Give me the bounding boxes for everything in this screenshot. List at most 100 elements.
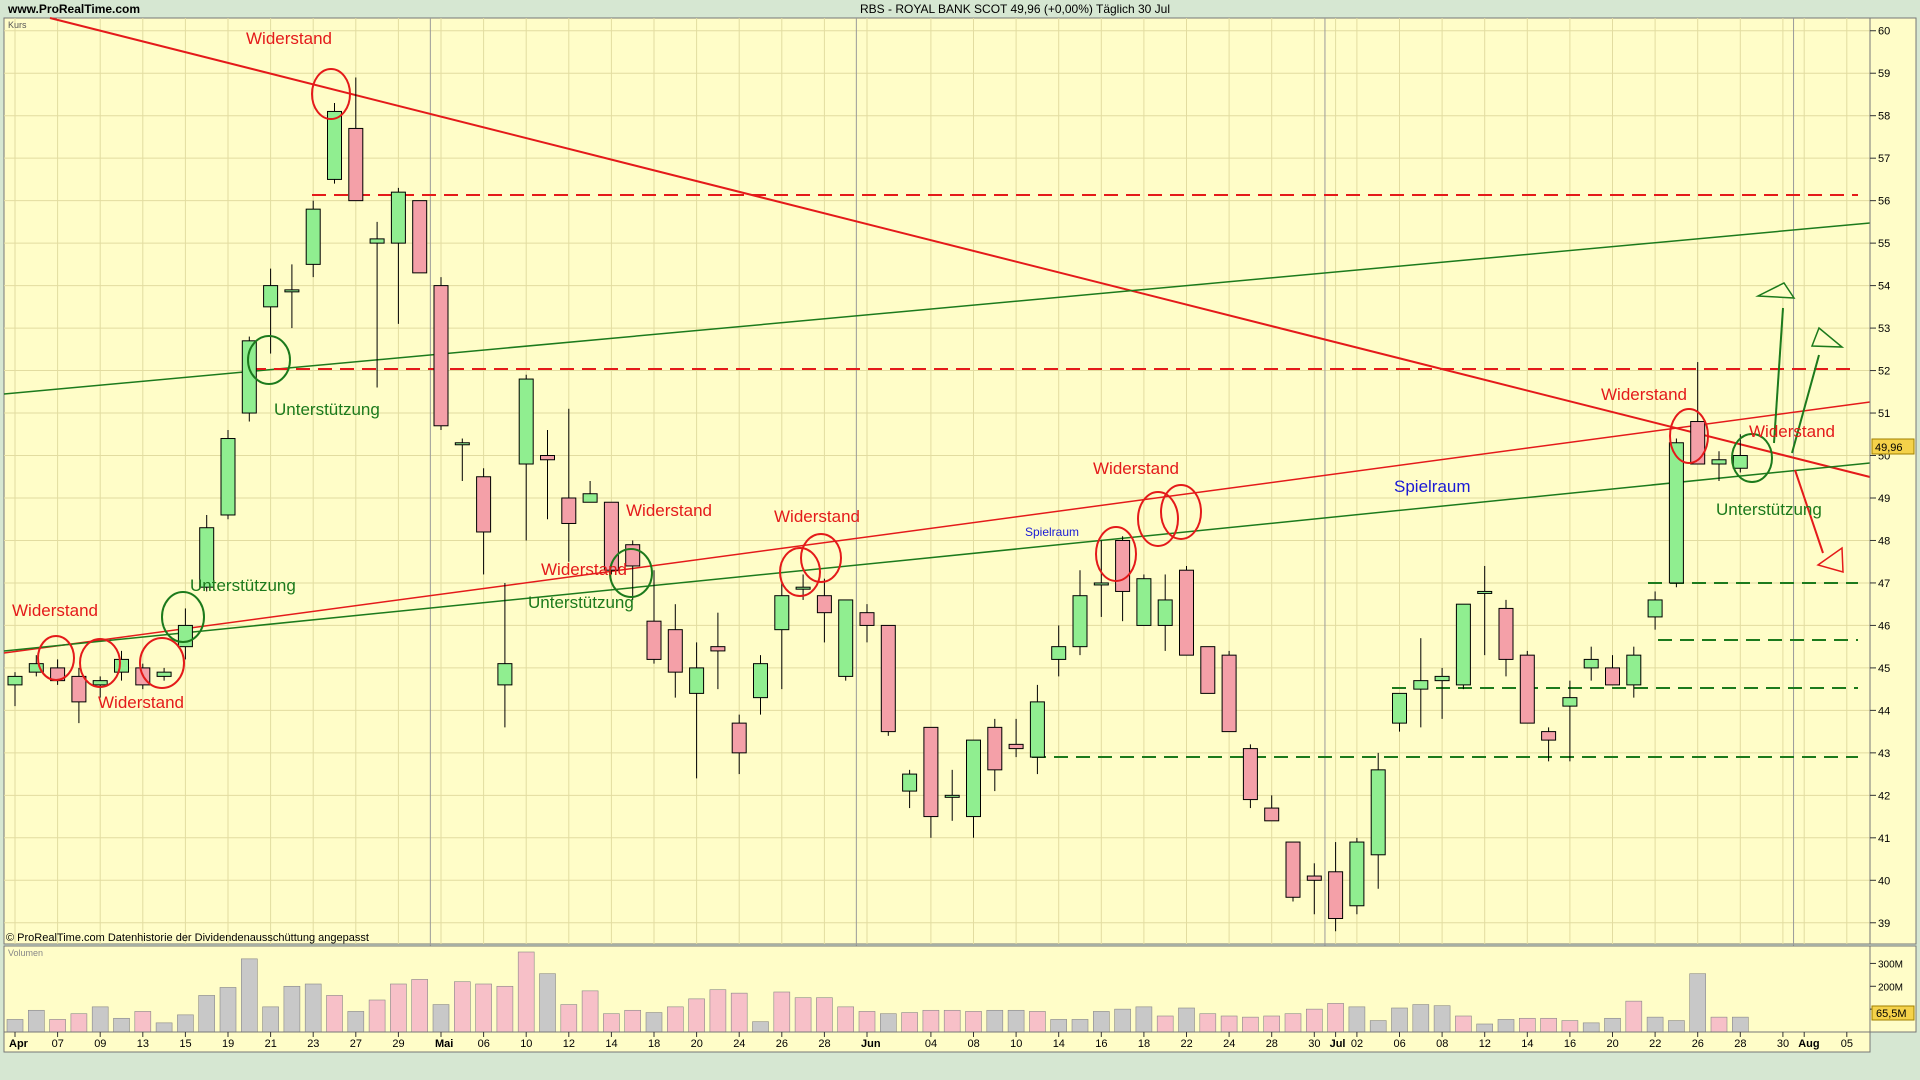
candle <box>1413 638 1429 728</box>
volume-bar <box>1114 1008 1131 1033</box>
candle <box>1115 536 1131 622</box>
volume-bar <box>70 1013 88 1033</box>
candle-body <box>1455 603 1471 686</box>
candle-body <box>1115 539 1131 592</box>
volume-bar <box>1668 1020 1685 1033</box>
candle-body <box>1562 697 1578 707</box>
volume-bar <box>1135 1006 1153 1033</box>
volume-bar <box>134 1011 152 1033</box>
candle <box>902 769 918 809</box>
circle-support <box>247 335 291 385</box>
candle-body <box>1583 658 1599 669</box>
chart-title: RBS - ROYAL BANK SCOT 49,96 (+0,00%) Täg… <box>860 2 1171 16</box>
candle-body <box>369 238 385 244</box>
volume-bar <box>453 981 471 1033</box>
circle-resistance <box>779 547 821 597</box>
circle-resistance <box>1669 408 1709 464</box>
x-tick-label: 20 <box>691 1038 703 1050</box>
volume-bar <box>49 1019 66 1033</box>
volume-bar <box>517 951 535 1033</box>
volume-bar <box>709 989 727 1033</box>
x-tick-label: 18 <box>1138 1038 1150 1050</box>
candle <box>1732 434 1748 473</box>
volume-bar <box>943 1009 961 1033</box>
candle <box>518 374 534 541</box>
annotation-labels: Widerstand Widerstand Widerstand Unterst… <box>12 29 1835 712</box>
candle <box>944 769 960 821</box>
circle-resistance <box>37 635 75 681</box>
candle <box>433 277 449 431</box>
volume-bar <box>773 991 791 1033</box>
site-name[interactable]: www.ProRealTime.com <box>8 2 141 16</box>
volume-bar <box>198 995 215 1033</box>
x-tick-label: 29 <box>392 1038 404 1050</box>
candle <box>497 582 513 728</box>
volume-bar <box>1242 1016 1259 1033</box>
candle <box>476 468 492 575</box>
circle-resistance <box>1137 491 1179 547</box>
candle-body <box>199 527 215 588</box>
candle-body <box>923 726 939 818</box>
volume-bar <box>1007 1009 1025 1033</box>
volume-bar <box>1476 1023 1493 1033</box>
candle <box>114 650 129 681</box>
volume-bar <box>1561 1020 1579 1033</box>
x-tick-label: 06 <box>1394 1038 1406 1050</box>
candle <box>1093 540 1109 617</box>
candle <box>1306 863 1322 915</box>
candle-body <box>1711 459 1727 465</box>
x-tick-label: 20 <box>1607 1038 1619 1050</box>
candle <box>1392 692 1407 732</box>
candle <box>1157 574 1173 651</box>
candle <box>1029 684 1045 775</box>
candle-body <box>838 599 854 677</box>
circle-resistance <box>79 638 121 688</box>
candle <box>880 624 896 736</box>
candle-body <box>1285 841 1301 898</box>
x-tick-label: 16 <box>1564 1038 1576 1050</box>
volume-bar <box>6 1019 24 1033</box>
y-tick-label: 55 <box>1878 238 1890 250</box>
y-tick-label: 54 <box>1878 281 1890 293</box>
y-tick-label: 58 <box>1878 111 1890 123</box>
circle-support <box>161 591 205 643</box>
x-tick-label: Aug <box>1798 1038 1819 1050</box>
candle-body <box>114 658 129 673</box>
candle-body <box>1200 646 1216 694</box>
y-tick-label: 42 <box>1878 790 1890 802</box>
candle <box>1328 842 1344 932</box>
candle-body <box>1328 871 1344 920</box>
candle-body <box>327 110 342 180</box>
x-tick-label: 22 <box>1181 1038 1193 1050</box>
volume-bar <box>1582 1022 1600 1033</box>
price-axis: 3940414243444546474849505152535455565758… <box>1870 26 1890 930</box>
y-tick-label: 40 <box>1878 875 1890 887</box>
candle <box>1711 451 1727 481</box>
candle <box>1264 795 1280 822</box>
volume-bar <box>1029 1011 1046 1033</box>
candle <box>7 672 23 707</box>
label-spielraum-small: Spielraum <box>1025 525 1079 539</box>
circle-support <box>1731 433 1773 483</box>
volume-bar <box>1412 1004 1430 1033</box>
candle <box>71 667 87 724</box>
candle-body <box>987 726 1003 771</box>
projection-arrow-up-2 <box>1791 354 1820 454</box>
candles <box>7 77 1748 932</box>
volume-bar <box>1093 1011 1110 1033</box>
candle <box>710 612 726 690</box>
volume-bar <box>368 999 386 1033</box>
candle-body <box>71 675 87 703</box>
support-trendline-rising <box>3 462 1871 652</box>
candle <box>1008 718 1024 758</box>
candle-body <box>1732 455 1748 469</box>
volume-bar <box>1519 1017 1536 1033</box>
candle <box>1541 727 1557 762</box>
candle-body <box>561 497 577 524</box>
candle-body <box>1306 875 1322 881</box>
volume-bar <box>1369 1020 1387 1033</box>
x-tick-label: 14 <box>1053 1038 1065 1050</box>
volume-bar <box>432 1004 450 1033</box>
x-tick-label: 10 <box>520 1038 532 1050</box>
candle-body <box>1072 595 1088 648</box>
